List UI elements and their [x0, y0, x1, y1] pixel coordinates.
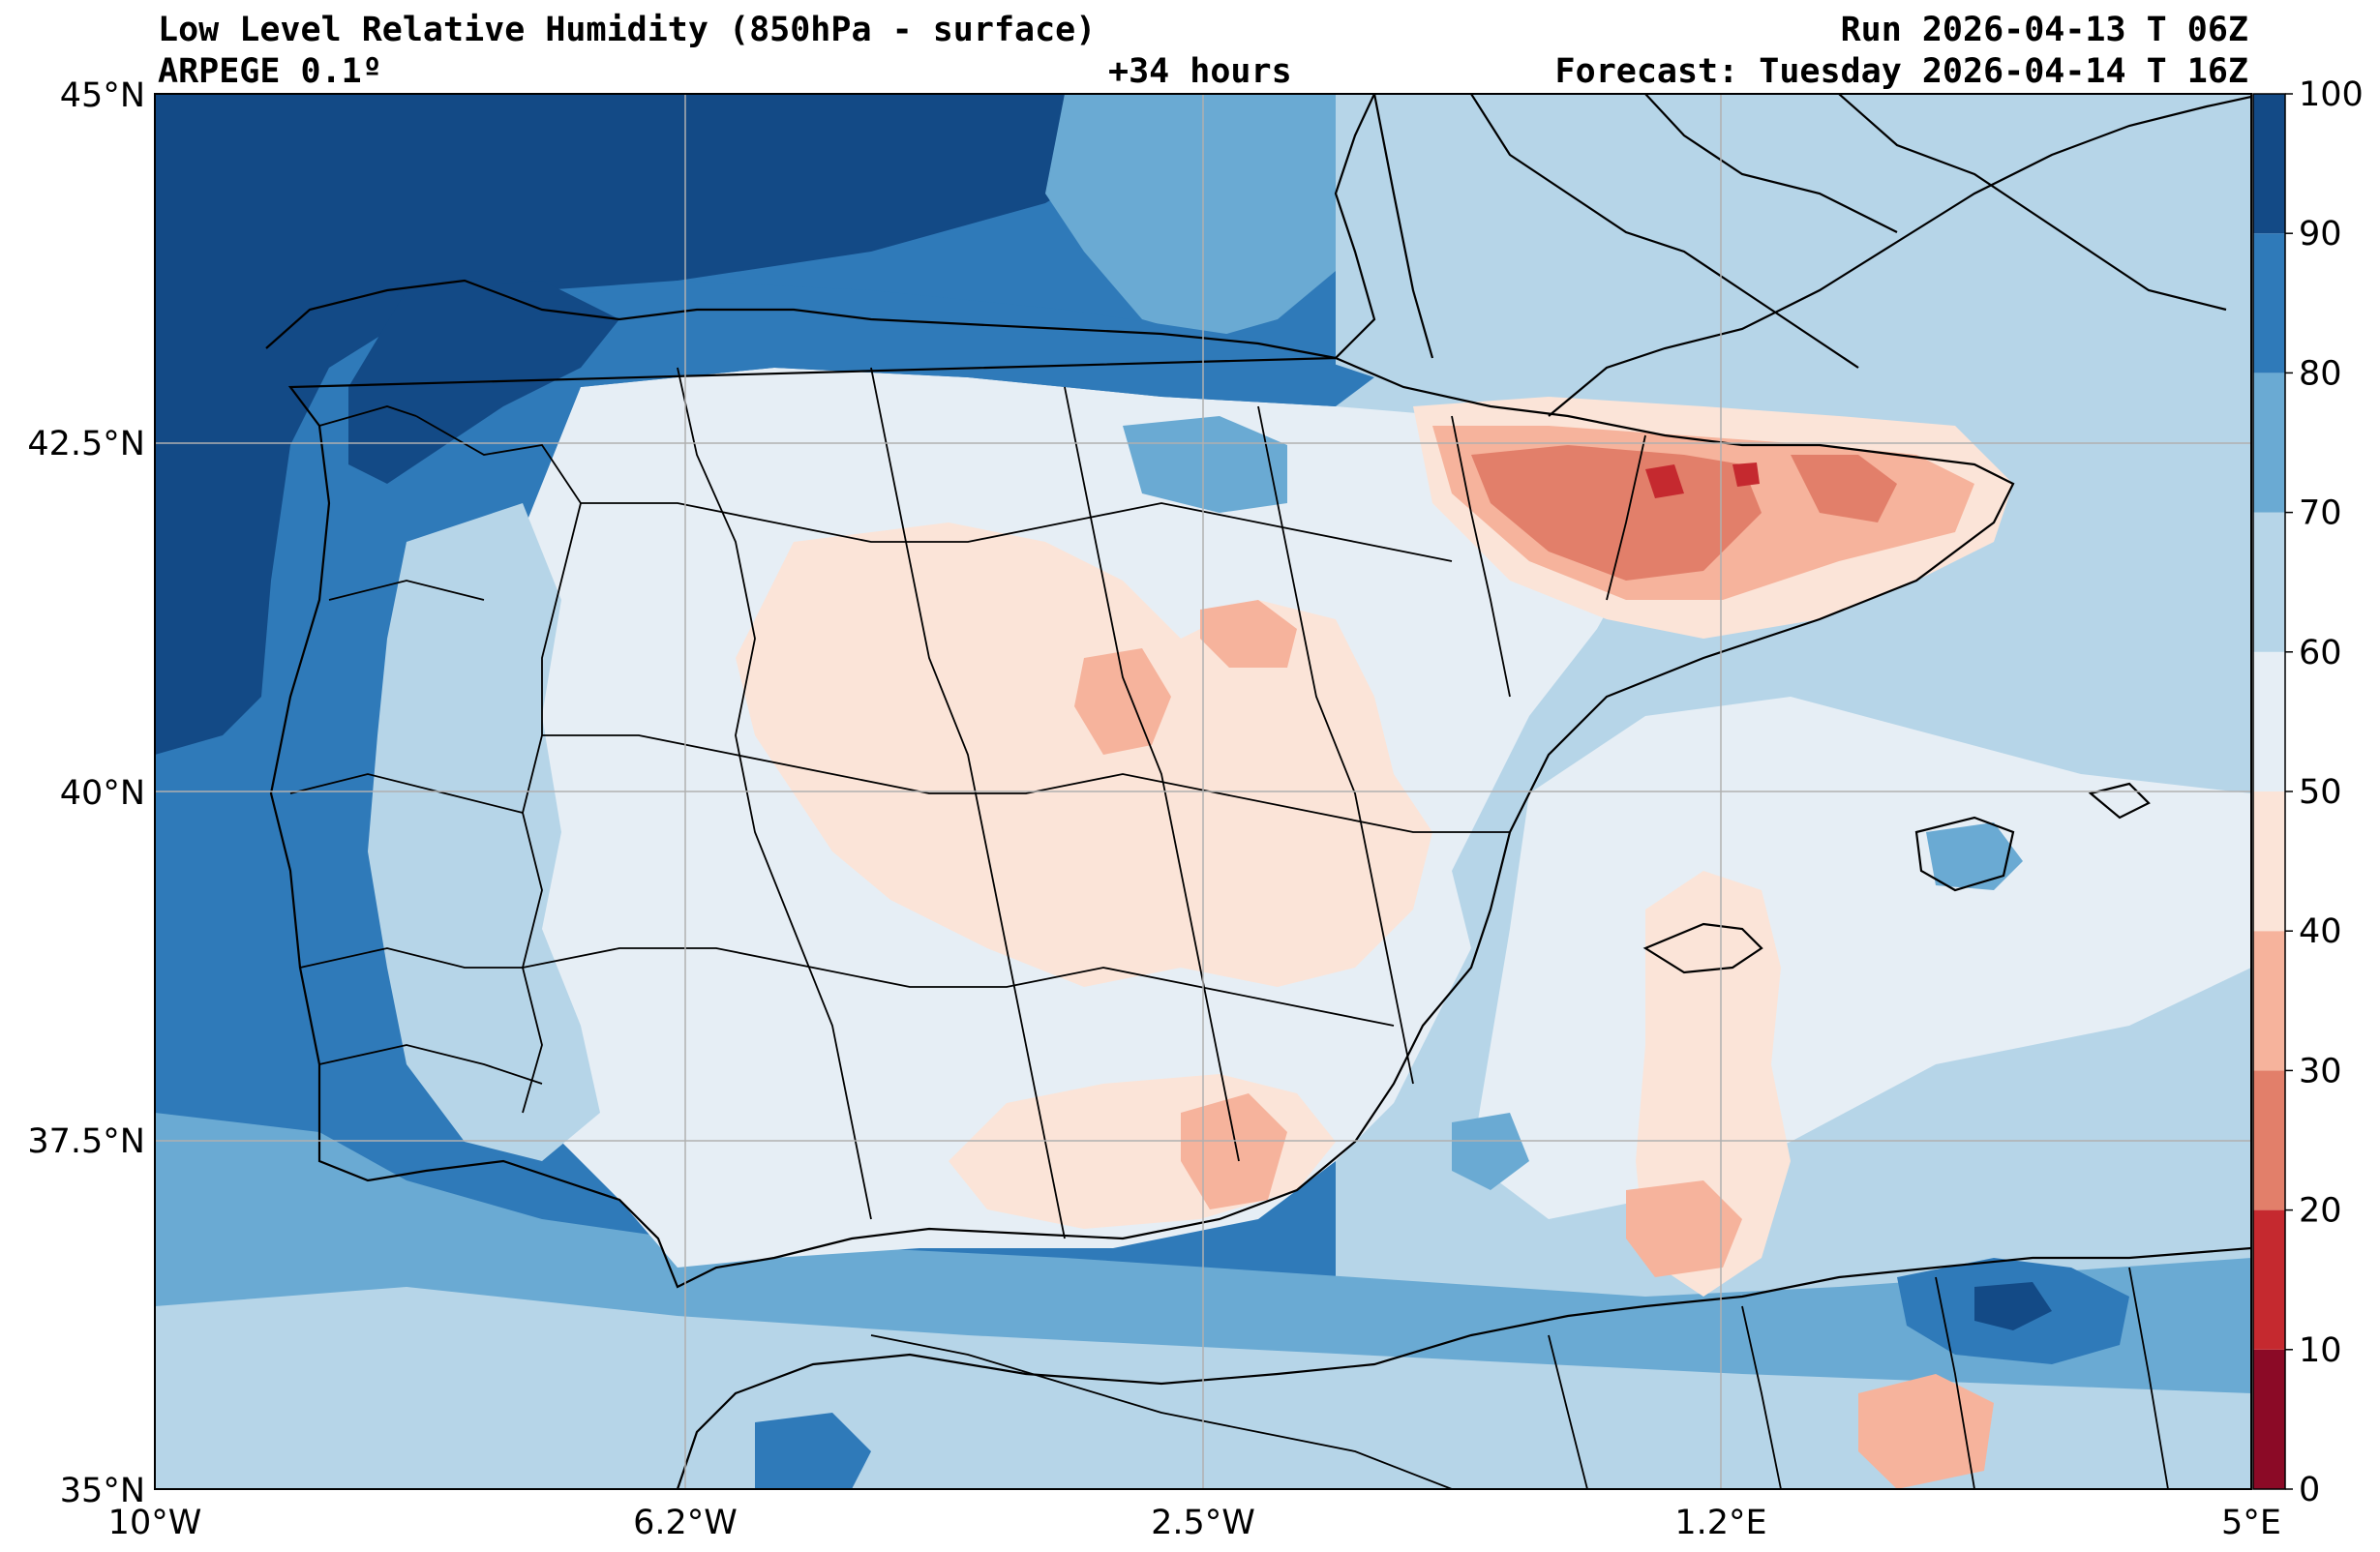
colorbar-label: 90 [2299, 215, 2342, 254]
map-title: Low Level Relative Humidity (850hPa - su… [158, 11, 1097, 49]
colorbar-band [2253, 1209, 2285, 1350]
colorbar-band [2253, 94, 2285, 234]
colorbar-label: 100 [2299, 75, 2364, 114]
colorbar-label: 80 [2299, 354, 2342, 393]
run-label: Run 2026-04-13 T 06Z [1840, 11, 2248, 49]
lon-label: 5°E [2221, 1504, 2281, 1542]
latitude-labels: 45°N 42.5°N 40°N 37.5°N 35°N [27, 76, 145, 1510]
lead-time-label: +34 hours [1108, 52, 1292, 91]
lat-label: 40°N [60, 774, 145, 813]
lon-label: 6.2°W [633, 1504, 738, 1542]
colorbar-band [2253, 512, 2285, 652]
lat-label: 35°N [60, 1472, 145, 1510]
longitude-labels: 10°W 6.2°W 2.5°W 1.2°E 5°E [108, 1504, 2281, 1542]
colorbar-label: 50 [2299, 773, 2342, 812]
lat-label: 42.5°N [27, 425, 145, 463]
coastlines [265, 94, 2251, 1489]
model-label: ARPEGE 0.1º [158, 52, 382, 91]
colorbar-label: 40 [2299, 912, 2342, 951]
colorbar-label: 0 [2299, 1471, 2320, 1509]
colorbar-label: 20 [2299, 1192, 2342, 1231]
colorbar-label: 60 [2299, 634, 2342, 672]
colorbar-band [2253, 373, 2285, 513]
colorbar-band [2253, 233, 2285, 373]
colorbar-label: 70 [2299, 494, 2342, 533]
colorbar-band [2253, 1349, 2285, 1489]
lon-label: 10°W [108, 1504, 202, 1542]
colorbar-label: 30 [2299, 1052, 2342, 1090]
colorbar-band [2253, 1070, 2285, 1210]
province-borders [289, 367, 2169, 1489]
lat-label: 45°N [60, 76, 145, 115]
colorbar-label: 10 [2299, 1331, 2342, 1370]
colorbar-band [2253, 931, 2285, 1071]
lon-label: 1.2°E [1674, 1504, 1766, 1542]
colorbar: 0 10 20 30 40 50 60 70 80 90 100 [2252, 75, 2364, 1509]
gridlines [155, 94, 2251, 1489]
lon-label: 2.5°W [1151, 1504, 1255, 1542]
colorbar-band [2253, 791, 2285, 932]
colorbar-band [2253, 651, 2285, 791]
map-frame [154, 93, 2252, 1490]
forecast-label: Forecast: Tuesday 2026-04-14 T 16Z [1554, 52, 2248, 91]
lat-label: 37.5°N [27, 1122, 145, 1161]
